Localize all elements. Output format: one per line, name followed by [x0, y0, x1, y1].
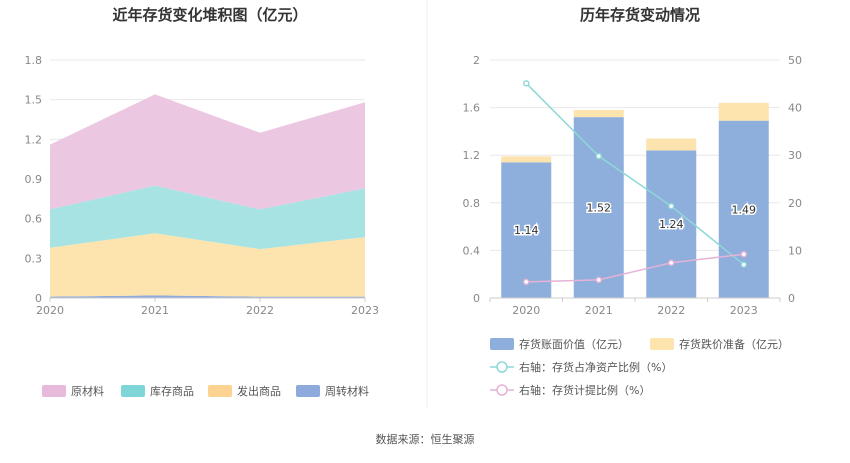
line-point [523, 278, 530, 286]
left-y-tick: 0.3 [25, 252, 43, 265]
right-y-tick-right: 40 [788, 102, 802, 115]
left-y-tick: 0.6 [25, 213, 43, 226]
legend-swatch [121, 385, 145, 397]
left-x-tick: 2022 [246, 304, 274, 317]
right-y-tick-left: 0 [473, 292, 480, 305]
line-point [668, 202, 675, 210]
right-y-tick-left: 2 [473, 54, 480, 67]
left-y-tick: 1.8 [25, 54, 43, 67]
left-x-tick: 2023 [351, 304, 379, 317]
bar-存货账面价值（亿元）-2023 [718, 120, 769, 298]
bar-data-label: 1.24 [659, 218, 684, 231]
right-y-tick-right: 30 [788, 149, 802, 162]
source-text: 数据来源：恒生聚源 [376, 432, 475, 446]
legend-swatch [650, 338, 674, 350]
bar-data-label: 1.49 [732, 203, 757, 216]
left-y-tick: 1.5 [25, 94, 43, 107]
legend-label: 发出商品 [237, 384, 281, 398]
left-chart-title: 近年存货变化堆积图（亿元） [112, 6, 307, 24]
legend-swatch [490, 338, 514, 350]
right-bars: 1.14 1.52 1.24 1.49 [501, 102, 769, 299]
area-发出商品 [50, 233, 365, 297]
line-point [668, 259, 675, 267]
area-周转材料 [50, 295, 365, 298]
right-x-tick: 2023 [730, 304, 758, 317]
legend-label: 右轴：存货计提比例（%） [519, 383, 650, 397]
left-y-tick: 0 [35, 292, 42, 305]
right-y-tick-right: 50 [788, 54, 802, 67]
line-右轴：存货计提比例（%） [526, 253, 744, 283]
legend-swatch [42, 385, 66, 397]
bar-data-label: 1.14 [514, 224, 539, 237]
bar-存货账面价值（亿元）-2020 [501, 162, 552, 298]
right-x-tick: 2021 [585, 304, 613, 317]
legend-label: 右轴：存货占净资产比例（%） [519, 360, 672, 374]
right-y-tick-right: 20 [788, 197, 802, 210]
legend-swatch [208, 385, 232, 397]
line-point [595, 276, 602, 284]
bar-存货跌价准备（亿元）-2020 [501, 156, 552, 163]
bar-存货账面价值（亿元）-2022 [646, 150, 697, 298]
left-legend: 原材料 库存商品 发出商品 周转材料 [42, 384, 369, 398]
right-legend: 存货账面价值（亿元） 存货跌价准备（亿元） 右轴：存货占净资产比例（%） 右轴：存货计… [490, 337, 789, 397]
legend-label: 原材料 [71, 384, 104, 398]
right-chart-title: 历年存货变动情况 [580, 6, 700, 24]
area-库存商品 [50, 185, 365, 250]
right-y-tick-right: 10 [788, 244, 802, 257]
right-y-tick-left: 0.8 [463, 197, 481, 210]
right-y-tick-left: 1.2 [463, 149, 481, 162]
right-lines [523, 80, 747, 286]
legend-swatch [296, 385, 320, 397]
legend-label: 库存商品 [150, 384, 194, 398]
right-y-tick-left: 0.4 [463, 244, 481, 257]
right-y-tick-left: 1.6 [463, 102, 481, 115]
bar-存货账面价值（亿元）-2021 [573, 117, 624, 299]
bar-data-label: 1.52 [587, 202, 612, 215]
line-point [740, 261, 747, 268]
left-x-tick: 2020 [36, 304, 64, 317]
left-axis: 0 0.3 0.6 0.9 1.2 1.5 1.8 2020 2021 2022 2023 [25, 54, 380, 317]
left-y-tick: 1.2 [25, 133, 43, 146]
right-y-tick-right: 0 [788, 292, 795, 305]
legend-line-marker [496, 384, 508, 396]
left-y-tick: 0.9 [25, 173, 43, 186]
line-右轴：存货占净资产比例（%） [525, 82, 745, 266]
bar-存货跌价准备（亿元）-2021 [573, 109, 624, 118]
legend-line-marker [496, 361, 508, 373]
line-point [595, 152, 602, 160]
line-point [523, 80, 530, 87]
right-x-tick: 2022 [657, 304, 685, 317]
legend-label: 存货账面价值（亿元） [519, 337, 629, 351]
legend-label: 周转材料 [325, 384, 369, 398]
bar-存货跌价准备（亿元）-2022 [646, 138, 697, 151]
right-x-tick: 2020 [512, 304, 540, 317]
area-原材料 [50, 94, 365, 210]
left-areas [50, 94, 365, 298]
left-x-tick: 2021 [141, 304, 169, 317]
line-point [740, 250, 747, 258]
bar-存货跌价准备（亿元）-2023 [718, 102, 769, 121]
legend-label: 存货跌价准备（亿元） [679, 337, 789, 351]
